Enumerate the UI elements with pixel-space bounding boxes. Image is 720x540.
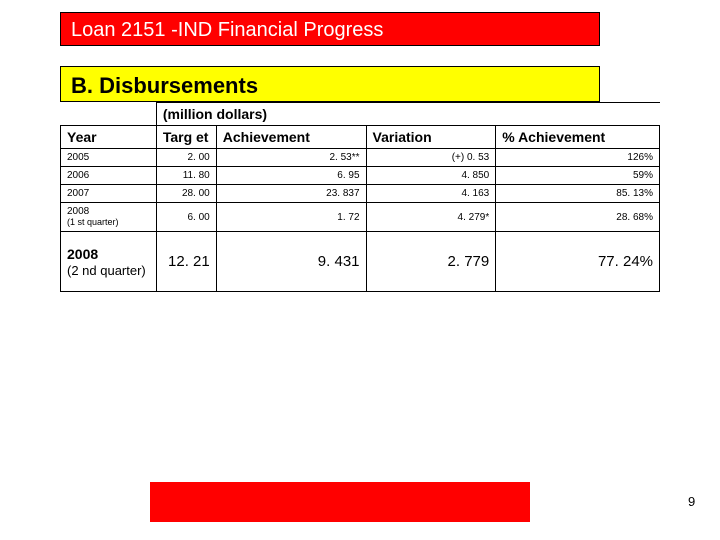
- col-achievement: Achievement: [216, 126, 366, 149]
- cell-year: 2007: [61, 185, 157, 203]
- cell-variation: 4. 279*: [366, 203, 496, 232]
- cell-pct: 28. 68%: [496, 203, 660, 232]
- units-row: (million dollars): [61, 103, 660, 126]
- cell-year: 2005: [61, 149, 157, 167]
- disbursements-table: (million dollars) Year Targ et Achieveme…: [60, 102, 660, 292]
- cell-achievement: 23. 837: [216, 185, 366, 203]
- cell-pct: 85. 13%: [496, 185, 660, 203]
- col-year: Year: [61, 126, 157, 149]
- cell-pct: 126%: [496, 149, 660, 167]
- cell-target: 28. 00: [156, 185, 216, 203]
- cell-pct: 77. 24%: [496, 232, 660, 292]
- cell-target: 12. 21: [156, 232, 216, 292]
- cell-achievement: 6. 95: [216, 167, 366, 185]
- col-pct: % Achievement: [496, 126, 660, 149]
- col-variation: Variation: [366, 126, 496, 149]
- cell-target: 2. 00: [156, 149, 216, 167]
- cell-target: 6. 00: [156, 203, 216, 232]
- table-row: 200611. 806. 954. 85059%: [61, 167, 660, 185]
- units-label: (million dollars): [163, 106, 267, 122]
- cell-target: 11. 80: [156, 167, 216, 185]
- footer-bar: [150, 482, 530, 522]
- section-text: B. Disbursements: [71, 73, 258, 98]
- cell-pct: 59%: [496, 167, 660, 185]
- cell-year: 2006: [61, 167, 157, 185]
- cell-year: 2008(1 st quarter): [61, 203, 157, 232]
- cell-variation: 4. 850: [366, 167, 496, 185]
- table-row: 200728. 0023. 8374. 16385. 13%: [61, 185, 660, 203]
- cell-achievement: 9. 431: [216, 232, 366, 292]
- cell-achievement: 2. 53**: [216, 149, 366, 167]
- title-bar: Loan 2151 -IND Financial Progress: [60, 12, 600, 46]
- header-row: Year Targ et Achievement Variation % Ach…: [61, 126, 660, 149]
- cell-year: 2008(2 nd quarter): [61, 232, 157, 292]
- cell-variation: (+) 0. 53: [366, 149, 496, 167]
- table-row: 2008(1 st quarter)6. 001. 724. 279*28. 6…: [61, 203, 660, 232]
- table-row: 2008(2 nd quarter)12. 219. 4312. 77977. …: [61, 232, 660, 292]
- cell-achievement: 1. 72: [216, 203, 366, 232]
- col-target: Targ et: [156, 126, 216, 149]
- cell-variation: 4. 163: [366, 185, 496, 203]
- cell-variation: 2. 779: [366, 232, 496, 292]
- table-row: 20052. 002. 53**(+) 0. 53126%: [61, 149, 660, 167]
- page-number: 9: [688, 494, 695, 509]
- title-text: Loan 2151 -IND Financial Progress: [71, 19, 383, 41]
- section-header: B. Disbursements: [60, 66, 600, 102]
